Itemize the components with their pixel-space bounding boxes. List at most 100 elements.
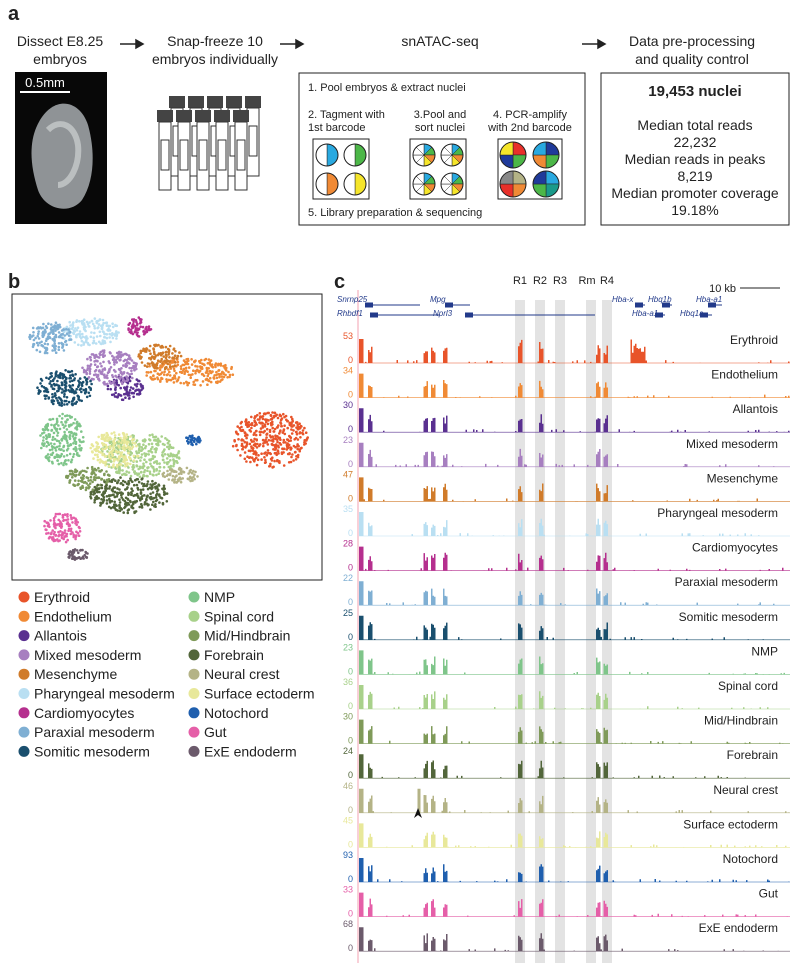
umap-point [53,377,56,380]
umap-point [295,421,298,424]
umap-point [118,468,121,471]
umap-point [239,454,242,457]
umap-point [110,382,113,385]
umap-point [196,475,199,478]
umap-point [69,385,72,388]
umap-point [105,455,108,458]
umap-point [71,327,74,330]
umap-point [208,380,211,383]
umap-point [180,355,183,358]
umap-point [40,447,43,450]
track-max: 47 [343,469,353,479]
umap-point [74,517,77,520]
umap-point [103,336,106,339]
umap-point [143,333,146,336]
umap-point [146,475,149,478]
umap-point [163,461,166,464]
track-min: 0 [348,563,353,573]
umap-point [65,343,68,346]
umap-point [215,362,218,365]
umap-point [259,412,262,415]
umap-point [61,413,64,416]
umap-point [64,341,67,344]
umap-point [149,450,152,453]
umap-point [72,324,75,327]
umap-point [106,321,109,324]
umap-point [76,319,79,322]
tube-cap [195,110,211,122]
umap-point [164,453,167,456]
umap-point [57,432,60,435]
umap-point [84,481,87,484]
umap [28,316,309,561]
track-name: NMP [751,644,778,658]
umap-point [187,360,190,363]
umap-point [127,329,130,332]
protocol-step: sort nuclei [415,122,465,134]
umap-point [113,380,116,383]
umap-point [136,460,139,463]
umap-point [266,454,269,457]
umap-point [143,440,146,443]
umap-point [93,478,96,481]
umap-point [158,466,161,469]
umap-point [97,447,100,450]
umap-point [257,459,260,462]
umap-point [223,376,226,379]
track-name: Mid/Hindbrain [704,714,778,728]
umap-point [75,524,78,527]
umap-point [259,431,262,434]
umap-point [105,461,108,464]
umap-point [134,329,137,332]
track-max: 25 [343,608,353,618]
umap-point [138,447,141,450]
umap-point [66,418,69,421]
umap-point [162,455,165,458]
umap-point [194,438,197,441]
umap-point [171,352,174,355]
umap-point [162,459,165,462]
umap-point [177,479,180,482]
umap-point [264,459,267,462]
umap-point [53,342,56,345]
umap-point [212,376,215,379]
legend-label: Allantois [34,628,87,644]
umap-point [189,376,192,379]
umap-point [164,476,167,479]
umap-point [77,521,80,524]
umap-point [192,369,195,372]
umap-point [113,361,116,364]
umap-point [56,428,59,431]
umap-point [76,329,79,332]
umap-point [119,482,122,485]
umap-point [128,508,131,511]
umap-point [63,445,66,448]
umap-point [125,359,128,362]
umap-point [92,457,95,460]
umap-point [167,363,170,366]
umap-point [99,331,102,334]
umap-point [135,321,138,324]
umap-point [96,454,99,457]
umap-point [139,383,142,386]
umap-point [133,392,136,395]
umap-point [112,449,115,452]
umap-point [109,480,112,483]
umap-point [59,397,62,400]
umap-point [124,500,127,503]
umap-point [72,456,75,459]
step-title: snATAC-seq [401,33,478,49]
umap-point [256,464,259,467]
umap-point [267,449,270,452]
umap-point [254,450,257,453]
umap-point [81,323,84,326]
umap-point [289,439,292,442]
umap-point [72,435,75,438]
umap-point [69,479,72,482]
umap-point [105,484,108,487]
umap-point [69,324,72,327]
umap-point [111,489,114,492]
umap-point [54,539,57,542]
umap-point [102,361,105,364]
legend-label: Cardiomyocytes [34,705,134,721]
